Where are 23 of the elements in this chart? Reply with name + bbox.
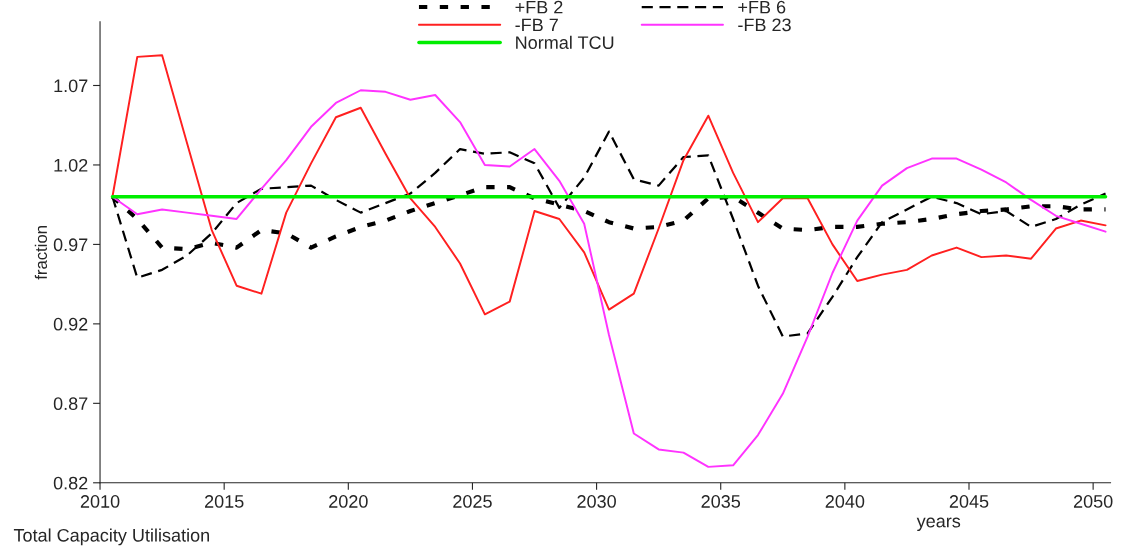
x-tick-label: 2010 <box>80 495 120 508</box>
legend-label: +FB 6 <box>738 0 786 14</box>
x-tick-label: 2020 <box>329 495 368 508</box>
y-tick-label: 0.92 <box>53 317 88 331</box>
legend-label: -FB 23 <box>738 18 791 32</box>
y-tick-label: 0.87 <box>53 397 88 411</box>
x-tick-label: 2040 <box>825 495 865 508</box>
legend-label: +FB 2 <box>515 0 563 14</box>
x-tick-label: 2025 <box>453 495 492 508</box>
x-axis-title: years <box>916 517 961 532</box>
x-tick-label: 2045 <box>949 495 989 508</box>
x-tick-label: 2050 <box>1073 495 1113 508</box>
y-tick-label: 0.97 <box>53 238 88 252</box>
x-tick-label: 2035 <box>701 495 741 508</box>
legend-label: Normal TCU <box>516 35 614 49</box>
legend-label: -FB 7 <box>515 18 558 32</box>
y-tick-label: 1.07 <box>54 79 88 93</box>
y-axis-title: fraction <box>34 226 48 280</box>
y-tick-label: 1.02 <box>54 158 88 172</box>
x-tick-label: 2015 <box>205 495 244 508</box>
y-tick-label: 0.82 <box>53 476 88 490</box>
text: Total Capacity Utilisation <box>13 528 209 546</box>
x-tick-label: 2030 <box>577 495 616 508</box>
